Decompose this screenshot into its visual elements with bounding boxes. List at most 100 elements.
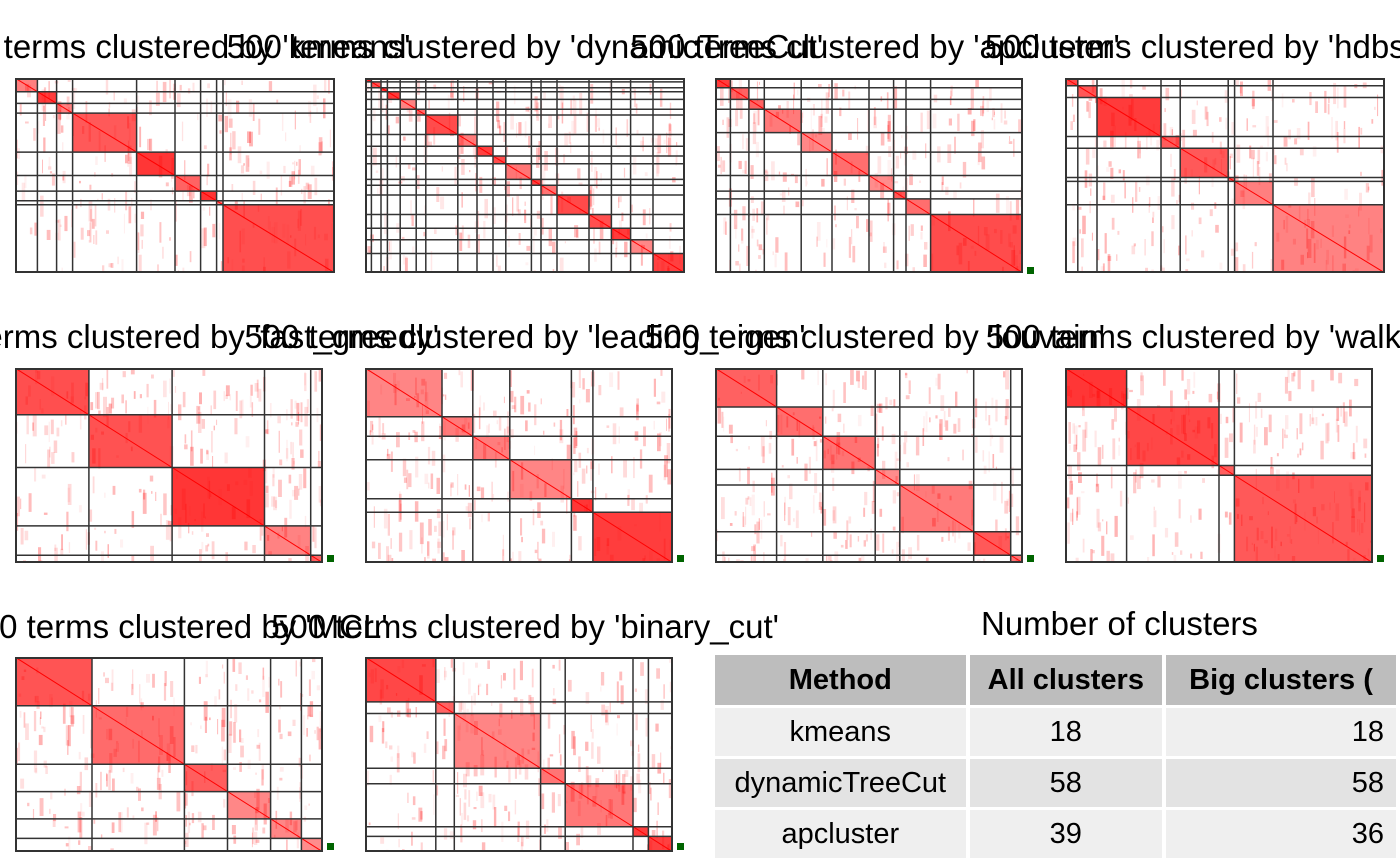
noise-mark xyxy=(896,458,899,461)
noise-mark xyxy=(415,456,419,478)
noise-mark xyxy=(1349,399,1352,417)
noise-mark xyxy=(953,190,957,198)
noise-mark xyxy=(169,404,172,412)
noise-mark xyxy=(386,453,391,460)
noise-mark xyxy=(61,534,63,551)
noise-mark xyxy=(666,443,671,464)
noise-mark xyxy=(571,120,574,136)
noise-mark xyxy=(524,209,527,224)
noise-mark xyxy=(556,115,560,120)
noise-mark xyxy=(636,403,639,415)
noise-mark xyxy=(1251,98,1255,107)
noise-mark xyxy=(43,137,46,153)
noise-mark xyxy=(667,137,672,157)
noise-mark xyxy=(1170,390,1173,412)
noise-mark xyxy=(1142,85,1146,90)
noise-mark xyxy=(832,510,835,521)
noise-mark xyxy=(520,395,525,415)
noise-mark xyxy=(1202,478,1205,483)
noise-mark xyxy=(1327,422,1330,442)
noise-mark xyxy=(668,408,671,429)
noise-mark xyxy=(1343,236,1347,259)
noise-mark xyxy=(1365,183,1369,193)
noise-mark xyxy=(25,444,27,464)
noise-mark xyxy=(1201,250,1205,258)
noise-mark xyxy=(757,108,760,126)
noise-mark xyxy=(278,430,280,453)
noise-mark xyxy=(593,188,595,206)
noise-mark xyxy=(473,692,476,706)
noise-mark xyxy=(184,841,187,845)
noise-mark xyxy=(924,242,928,250)
noise-mark xyxy=(564,132,568,146)
big-clusters-cell: 58 xyxy=(1166,759,1396,807)
noise-mark xyxy=(1138,187,1141,192)
noise-mark xyxy=(581,468,586,484)
noise-mark xyxy=(39,717,41,725)
panel-title: 500 terms clustered by 'leading_eigen' xyxy=(244,318,806,355)
noise-mark xyxy=(29,227,33,235)
noise-mark xyxy=(594,166,597,188)
noise-mark xyxy=(497,265,501,273)
noise-mark xyxy=(48,157,51,167)
noise-mark xyxy=(513,85,516,105)
noise-mark xyxy=(1068,422,1071,444)
noise-mark xyxy=(406,107,410,113)
noise-mark xyxy=(735,108,739,127)
noise-mark xyxy=(916,474,920,491)
noise-mark xyxy=(25,723,29,740)
noise-mark xyxy=(552,241,556,254)
noise-mark xyxy=(464,789,467,800)
noise-mark xyxy=(982,450,985,462)
noise-mark xyxy=(1297,369,1301,390)
noise-mark xyxy=(90,402,94,411)
noise-mark xyxy=(498,729,502,735)
noise-mark xyxy=(67,740,69,755)
noise-mark xyxy=(534,549,538,554)
noise-mark xyxy=(1088,102,1091,119)
noise-mark xyxy=(78,505,82,513)
noise-mark xyxy=(279,705,281,710)
noise-mark xyxy=(477,211,479,228)
noise-mark xyxy=(1163,239,1165,254)
noise-mark xyxy=(62,174,65,181)
noise-mark xyxy=(457,143,461,159)
noise-mark xyxy=(901,135,903,139)
noise-mark xyxy=(223,749,226,761)
noise-mark xyxy=(537,751,539,773)
noise-mark xyxy=(920,112,923,133)
noise-mark xyxy=(617,715,620,719)
noise-mark xyxy=(765,420,767,427)
noise-mark xyxy=(305,182,310,190)
noise-mark xyxy=(69,701,73,718)
noise-mark xyxy=(1102,519,1104,522)
noise-mark xyxy=(593,227,595,244)
noise-mark xyxy=(274,834,276,838)
noise-mark xyxy=(656,820,658,839)
noise-mark xyxy=(1258,167,1261,186)
noise-mark xyxy=(1264,427,1268,446)
noise-mark xyxy=(367,770,369,786)
noise-mark xyxy=(923,254,927,267)
noise-mark xyxy=(299,661,301,667)
noise-mark xyxy=(1069,480,1073,495)
noise-mark xyxy=(543,759,545,775)
noise-mark xyxy=(57,101,62,120)
noise-mark xyxy=(820,506,824,514)
noise-mark xyxy=(529,491,533,501)
noise-mark xyxy=(1009,201,1012,221)
noise-mark xyxy=(88,200,93,222)
noise-mark xyxy=(441,166,443,172)
noise-mark xyxy=(198,406,200,411)
noise-mark xyxy=(826,239,828,248)
noise-mark xyxy=(380,168,384,186)
noise-mark xyxy=(467,234,471,249)
noise-mark xyxy=(513,668,516,690)
noise-mark xyxy=(318,368,323,382)
noise-mark xyxy=(994,111,995,115)
noise-mark xyxy=(733,209,738,230)
noise-mark xyxy=(760,519,763,540)
noise-mark xyxy=(1140,375,1144,396)
noise-mark xyxy=(19,710,22,718)
noise-mark xyxy=(169,378,171,394)
